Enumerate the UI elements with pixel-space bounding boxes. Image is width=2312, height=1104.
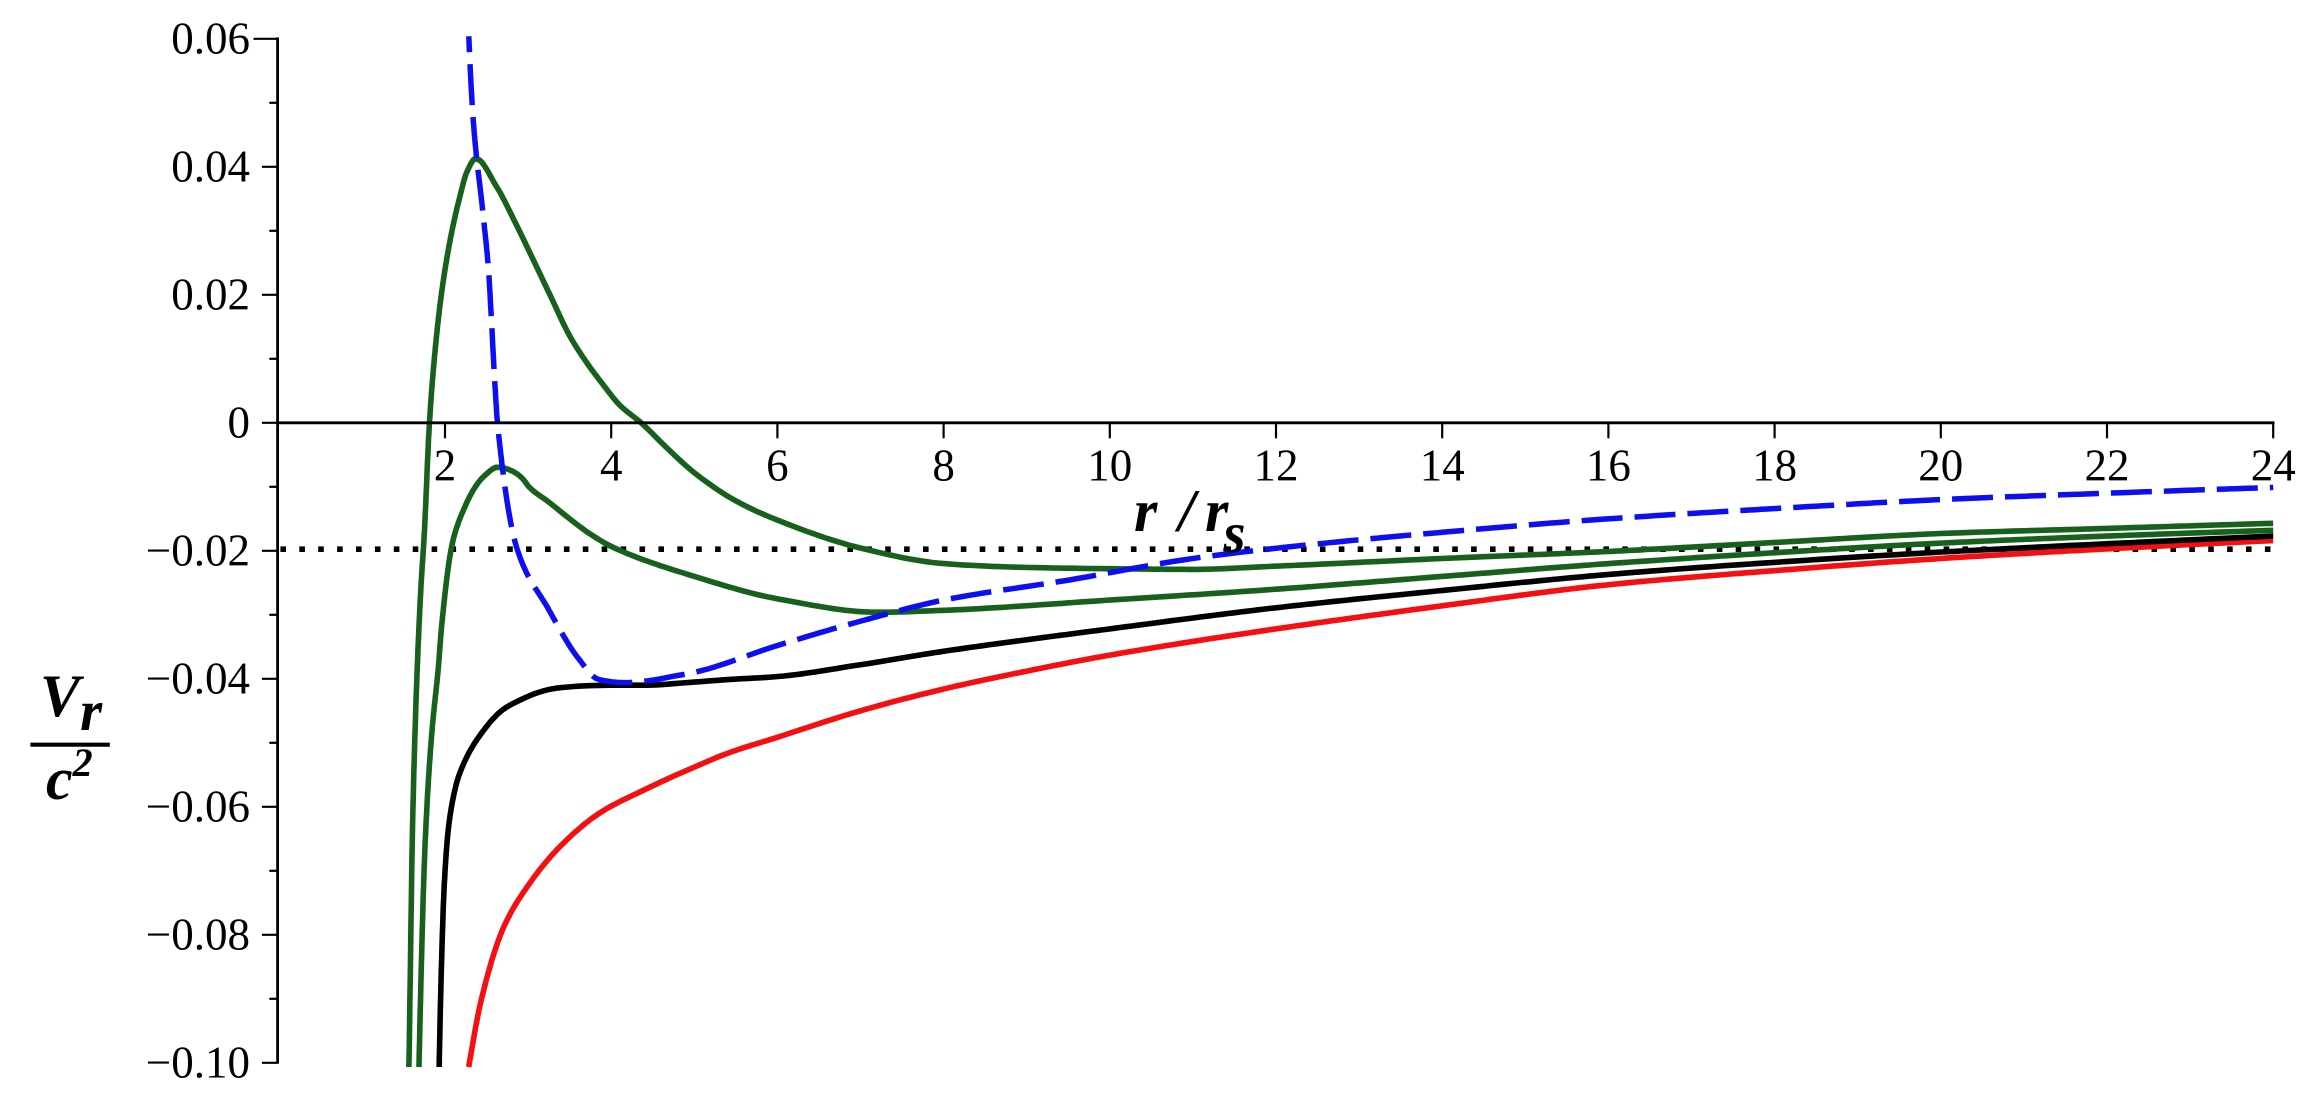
- svg-text:−0.02: −0.02: [146, 525, 250, 575]
- svg-text:18: 18: [1752, 441, 1797, 491]
- svg-text:20: 20: [1918, 441, 1963, 491]
- svg-text:−0.04: −0.04: [146, 653, 250, 703]
- svg-text:10: 10: [1087, 441, 1132, 491]
- svg-text:0.04: 0.04: [171, 141, 250, 191]
- svg-text:6: 6: [766, 441, 789, 491]
- svg-text:2: 2: [434, 441, 457, 491]
- svg-text:Vr: Vr: [40, 663, 103, 743]
- svg-text:14: 14: [1420, 441, 1465, 491]
- svg-text:−0.06: −0.06: [146, 781, 250, 831]
- svg-text:−0.08: −0.08: [146, 909, 250, 959]
- svg-text:−0.10: −0.10: [146, 1037, 250, 1087]
- svg-text:12: 12: [1254, 441, 1299, 491]
- svg-text:22: 22: [2085, 441, 2130, 491]
- svg-text:0.02: 0.02: [171, 269, 250, 319]
- svg-text:24: 24: [2251, 441, 2296, 491]
- svg-text:c2: c2: [46, 740, 93, 812]
- svg-text:4: 4: [600, 441, 623, 491]
- svg-text:8: 8: [932, 441, 955, 491]
- svg-text:16: 16: [1586, 441, 1631, 491]
- svg-text:0.06: 0.06: [171, 13, 250, 63]
- svg-text:0: 0: [228, 397, 251, 447]
